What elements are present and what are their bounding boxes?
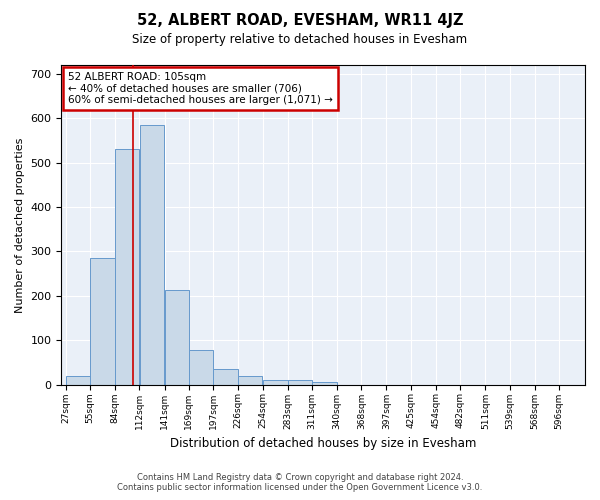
- Y-axis label: Number of detached properties: Number of detached properties: [15, 137, 25, 312]
- Text: Contains HM Land Registry data © Crown copyright and database right 2024.
Contai: Contains HM Land Registry data © Crown c…: [118, 473, 482, 492]
- Bar: [90, 258, 115, 384]
- Bar: [115, 150, 139, 384]
- Bar: [66, 376, 90, 384]
- Text: 52, ALBERT ROAD, EVESHAM, WR11 4JZ: 52, ALBERT ROAD, EVESHAM, WR11 4JZ: [137, 12, 463, 28]
- Text: 52 ALBERT ROAD: 105sqm
← 40% of detached houses are smaller (706)
60% of semi-de: 52 ALBERT ROAD: 105sqm ← 40% of detached…: [68, 72, 333, 105]
- Bar: [189, 350, 213, 384]
- Text: Size of property relative to detached houses in Evesham: Size of property relative to detached ho…: [133, 32, 467, 46]
- Bar: [288, 380, 312, 384]
- Bar: [263, 380, 287, 384]
- Bar: [238, 376, 262, 384]
- Bar: [140, 125, 164, 384]
- Bar: [312, 382, 337, 384]
- Bar: [213, 369, 238, 384]
- X-axis label: Distribution of detached houses by size in Evesham: Distribution of detached houses by size …: [170, 437, 476, 450]
- Bar: [164, 290, 189, 384]
